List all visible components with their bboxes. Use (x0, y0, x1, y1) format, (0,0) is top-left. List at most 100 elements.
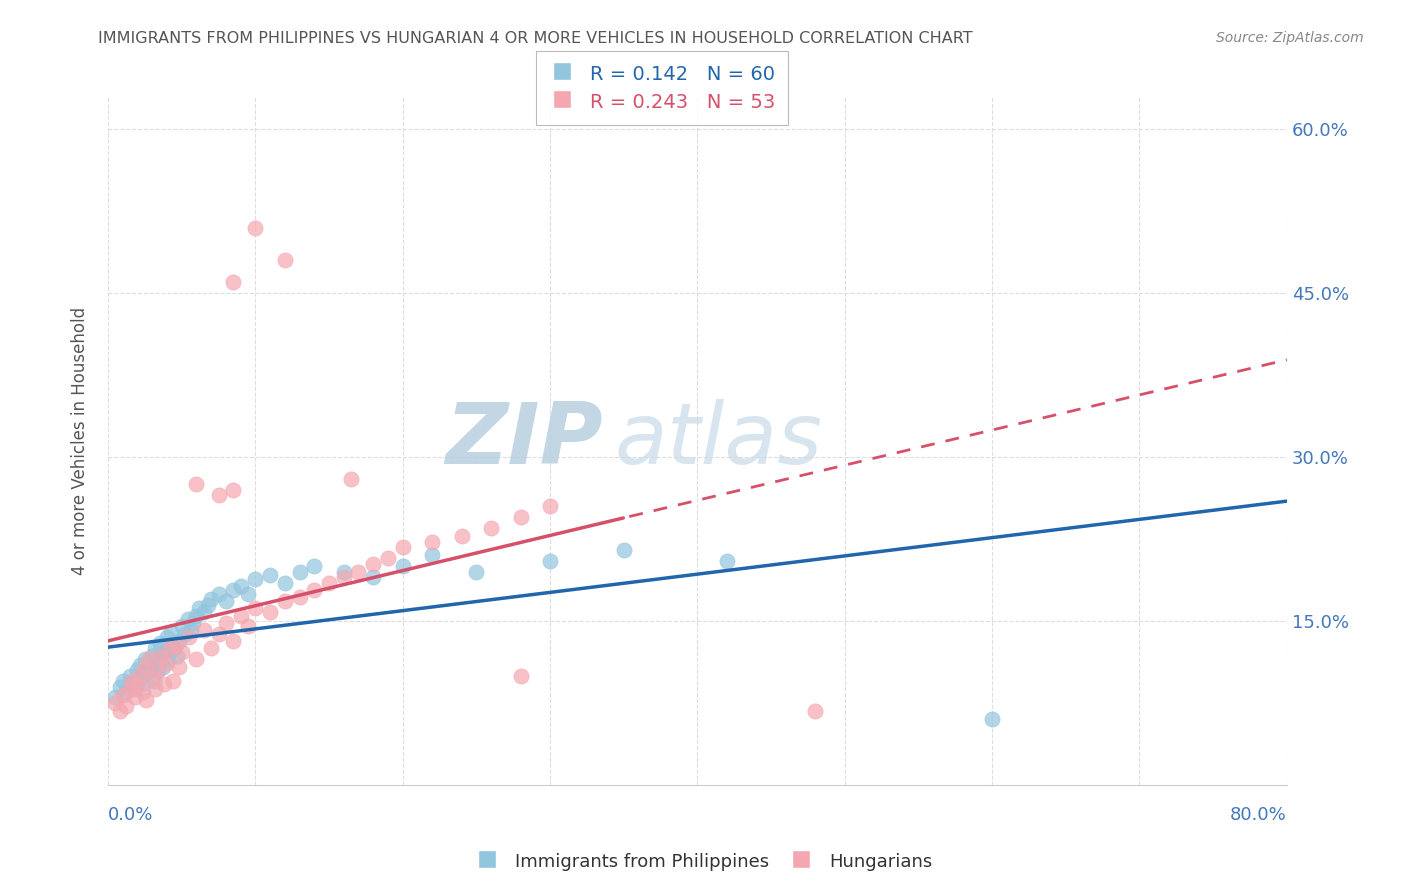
Point (245, 220, 267, 235)
Point (361, 557, 384, 571)
Point (200, 592, 222, 607)
Point (215, 616, 238, 631)
Point (332, 565, 354, 579)
Point (120, 681, 142, 696)
Point (145, 656, 167, 670)
Point (222, 633, 245, 648)
Point (288, 590, 311, 604)
Point (156, 631, 179, 645)
Text: 80.0%: 80.0% (1230, 805, 1286, 823)
Point (104, 696, 127, 710)
Point (138, 660, 160, 674)
Point (420, 535, 443, 549)
Point (332, 570, 354, 584)
Point (391, 540, 413, 554)
Y-axis label: 4 or more Vehicles in Household: 4 or more Vehicles in Household (72, 307, 89, 574)
Point (166, 648, 188, 663)
Point (170, 644, 193, 658)
Text: ZIP: ZIP (446, 400, 603, 483)
Point (193, 623, 215, 637)
Point (135, 666, 157, 681)
Point (143, 681, 166, 696)
Point (245, 573, 267, 587)
Point (186, 477, 208, 491)
Point (142, 674, 165, 689)
Point (134, 652, 156, 666)
Point (163, 641, 186, 656)
Point (148, 636, 170, 650)
Point (165, 638, 187, 652)
Point (128, 671, 150, 685)
Point (222, 583, 245, 598)
Point (222, 483, 245, 497)
Point (391, 559, 413, 574)
Point (274, 253, 297, 268)
Point (104, 690, 127, 705)
Text: IMMIGRANTS FROM PHILIPPINES VS HUNGARIAN 4 OR MORE VEHICLES IN HOUSEHOLD CORRELA: IMMIGRANTS FROM PHILIPPINES VS HUNGARIAN… (98, 31, 973, 46)
Point (361, 570, 384, 584)
Point (479, 521, 502, 535)
Point (207, 627, 229, 641)
Point (160, 624, 183, 639)
Point (111, 688, 134, 702)
Point (124, 681, 146, 696)
Point (229, 608, 252, 623)
Point (146, 663, 169, 677)
Text: Source: ZipAtlas.com: Source: ZipAtlas.com (1216, 31, 1364, 45)
Point (259, 568, 281, 582)
Point (538, 554, 561, 568)
Point (179, 623, 201, 637)
Point (108, 704, 131, 718)
Legend: Immigrants from Philippines, Hungarians: Immigrants from Philippines, Hungarians (467, 843, 939, 879)
Point (229, 579, 252, 593)
Point (127, 677, 149, 691)
Point (167, 633, 190, 648)
Point (150, 648, 173, 663)
Point (450, 529, 472, 543)
Point (146, 663, 169, 677)
Point (236, 587, 259, 601)
Text: atlas: atlas (614, 400, 823, 483)
Point (509, 668, 531, 682)
Point (274, 575, 297, 590)
Point (157, 652, 180, 666)
Point (121, 677, 143, 691)
Point (125, 674, 148, 689)
Point (304, 559, 326, 574)
Point (129, 657, 152, 672)
Point (716, 554, 738, 568)
Point (124, 690, 146, 705)
Point (167, 660, 190, 674)
Point (538, 500, 561, 514)
Point (170, 619, 193, 633)
Point (465, 565, 488, 579)
Point (193, 605, 215, 619)
Point (377, 550, 399, 565)
Point (114, 699, 136, 714)
Legend: R = 0.142   N = 60, R = 0.243   N = 53: R = 0.142 N = 60, R = 0.243 N = 53 (536, 51, 789, 125)
Point (177, 631, 200, 645)
Point (236, 619, 259, 633)
Point (111, 674, 134, 689)
Point (288, 565, 311, 579)
Text: 0.0%: 0.0% (108, 805, 153, 823)
Point (245, 600, 267, 615)
Point (197, 598, 219, 612)
Point (304, 583, 326, 598)
Point (141, 648, 163, 663)
Point (138, 652, 160, 666)
Point (129, 668, 152, 682)
Point (121, 674, 143, 689)
Point (159, 641, 181, 656)
Point (131, 677, 153, 691)
Point (114, 685, 136, 699)
Point (215, 594, 238, 608)
Point (186, 652, 208, 666)
Point (222, 276, 245, 290)
Point (274, 594, 297, 608)
Point (347, 565, 370, 579)
Point (156, 656, 179, 670)
Point (150, 648, 173, 663)
Point (259, 605, 281, 619)
Point (176, 612, 198, 626)
